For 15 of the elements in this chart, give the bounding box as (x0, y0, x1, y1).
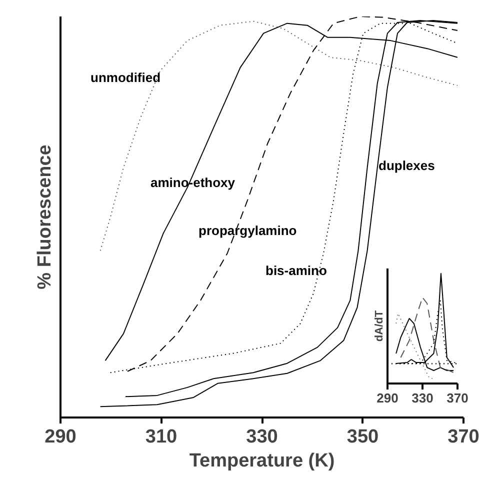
annotation: bis-amino (266, 263, 327, 278)
x-tick-label: 370 (446, 390, 468, 406)
x-tick-label: 290 (44, 426, 76, 448)
x-tick-label: 330 (412, 390, 434, 406)
y-axis-title: % Fluorescence (34, 144, 56, 290)
x-tick-label: 330 (246, 426, 278, 448)
annotation: duplexes (378, 158, 435, 173)
x-tick-label: 370 (448, 426, 479, 448)
annotation: unmodified (90, 70, 161, 85)
x-tick-label: 290 (376, 390, 398, 406)
x-tick-label: 310 (145, 426, 178, 448)
y-axis-title: dA/dT (374, 310, 386, 342)
x-tick-label: 350 (346, 426, 379, 448)
annotation: propargylamino (198, 223, 297, 238)
x-axis-title: Temperature (K) (189, 450, 335, 472)
